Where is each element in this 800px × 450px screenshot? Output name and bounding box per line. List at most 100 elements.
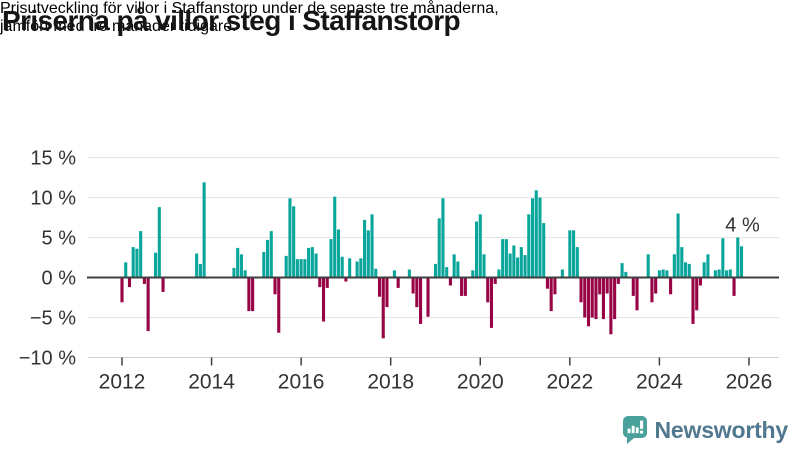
bar-positive <box>501 239 505 278</box>
bar-positive <box>441 198 445 278</box>
bar-negative <box>669 277 673 295</box>
bar-positive <box>239 254 243 278</box>
bar-positive <box>706 254 710 278</box>
bar-positive <box>374 268 378 278</box>
bar-negative <box>635 277 639 311</box>
bar-positive <box>456 261 460 278</box>
bar-negative <box>161 277 165 292</box>
x-tick-label: 2020 <box>457 371 504 394</box>
bar-positive <box>721 238 725 278</box>
bar-positive <box>471 270 475 278</box>
bar-negative <box>325 277 329 288</box>
bar-positive <box>265 239 270 278</box>
bar-positive <box>366 230 370 278</box>
bar-negative <box>489 277 494 328</box>
bar-positive <box>624 271 628 278</box>
y-tick-label: 15 % <box>30 148 76 170</box>
bar-negative <box>590 277 594 318</box>
bar-positive <box>262 251 266 278</box>
bar-positive <box>646 254 650 278</box>
bar-positive <box>736 237 740 278</box>
bar-positive <box>713 270 717 278</box>
bar-positive <box>702 262 706 278</box>
bar-negative <box>411 277 415 294</box>
bar-negative <box>277 277 281 333</box>
bar-positive <box>516 257 520 278</box>
bar-negative <box>120 277 124 303</box>
bar-positive <box>329 239 333 278</box>
bar-negative <box>691 277 695 324</box>
bar-negative <box>650 277 654 303</box>
bar-negative <box>426 277 430 317</box>
bar-positive <box>717 269 721 278</box>
bar-positive <box>519 247 523 278</box>
bar-positive <box>523 255 527 278</box>
bar-negative <box>463 277 467 296</box>
bar-positive <box>575 247 579 278</box>
bar-positive <box>534 190 538 278</box>
bar-positive <box>333 196 337 278</box>
bar-positive <box>661 269 665 278</box>
bar-negative <box>579 277 583 303</box>
bar-positive <box>139 231 143 278</box>
bar-negative <box>545 277 549 289</box>
bar-positive <box>131 247 135 278</box>
bar-positive <box>728 269 732 278</box>
bar-negative <box>594 277 598 320</box>
bar-positive <box>363 219 367 278</box>
bar-positive <box>725 270 729 278</box>
bar-negative <box>127 277 132 288</box>
bar-positive <box>292 206 296 278</box>
bar-positive <box>269 231 273 278</box>
bar-negative <box>321 277 326 322</box>
bar-negative <box>318 277 322 288</box>
bar-negative <box>549 277 553 312</box>
bar-negative <box>460 277 464 296</box>
x-tick-label: 2022 <box>546 371 593 394</box>
chart-subtitle-line1: Prisutveckling för villor i Staffanstorp… <box>0 0 499 17</box>
bar-positive <box>560 269 564 278</box>
bar-negative <box>601 277 605 320</box>
bar-positive <box>157 207 161 278</box>
bar-negative <box>415 277 419 308</box>
bar-positive <box>135 248 139 278</box>
newsworthy-speech-bubble-chart-icon <box>622 416 647 444</box>
bar-positive <box>672 254 676 278</box>
bar-positive <box>407 269 411 278</box>
bar-negative <box>486 277 490 303</box>
latest-value-annotation: 4 % <box>725 214 760 236</box>
bar-negative <box>377 277 382 297</box>
bar-negative <box>381 277 385 339</box>
bar-positive <box>657 270 661 278</box>
bar-negative <box>396 277 400 288</box>
chart-subtitle-line2: jämfört med tre månader tidigare. <box>0 18 237 35</box>
bar-positive <box>739 246 744 278</box>
chart-title: Priserna på villor steg i Staffanstorp <box>2 5 461 36</box>
bar-positive <box>236 247 240 278</box>
x-tick-label: 2014 <box>188 371 235 394</box>
bar-negative <box>695 277 699 311</box>
bar-positive <box>530 198 535 278</box>
y-tick-label: −10 % <box>19 348 76 370</box>
bar-negative <box>142 277 146 284</box>
bar-negative <box>247 277 251 312</box>
bar-positive <box>284 255 288 278</box>
x-tick-label: 2024 <box>636 371 683 394</box>
y-tick-label: 0 % <box>42 268 77 290</box>
bar-positive <box>336 229 341 278</box>
bar-positive <box>288 198 292 278</box>
bar-positive <box>202 182 206 278</box>
bar-positive <box>433 263 438 278</box>
bar-negative <box>598 277 602 295</box>
bar-negative <box>613 277 617 320</box>
bar-positive <box>445 267 449 278</box>
y-tick-label: 5 % <box>42 228 77 250</box>
bar-negative <box>631 277 635 296</box>
bar-positive <box>538 197 542 278</box>
bar-positive <box>452 254 456 278</box>
bar-negative <box>344 277 348 282</box>
bar-negative <box>385 277 389 308</box>
y-tick-label: 10 % <box>30 188 76 210</box>
bar-positive <box>355 261 359 278</box>
